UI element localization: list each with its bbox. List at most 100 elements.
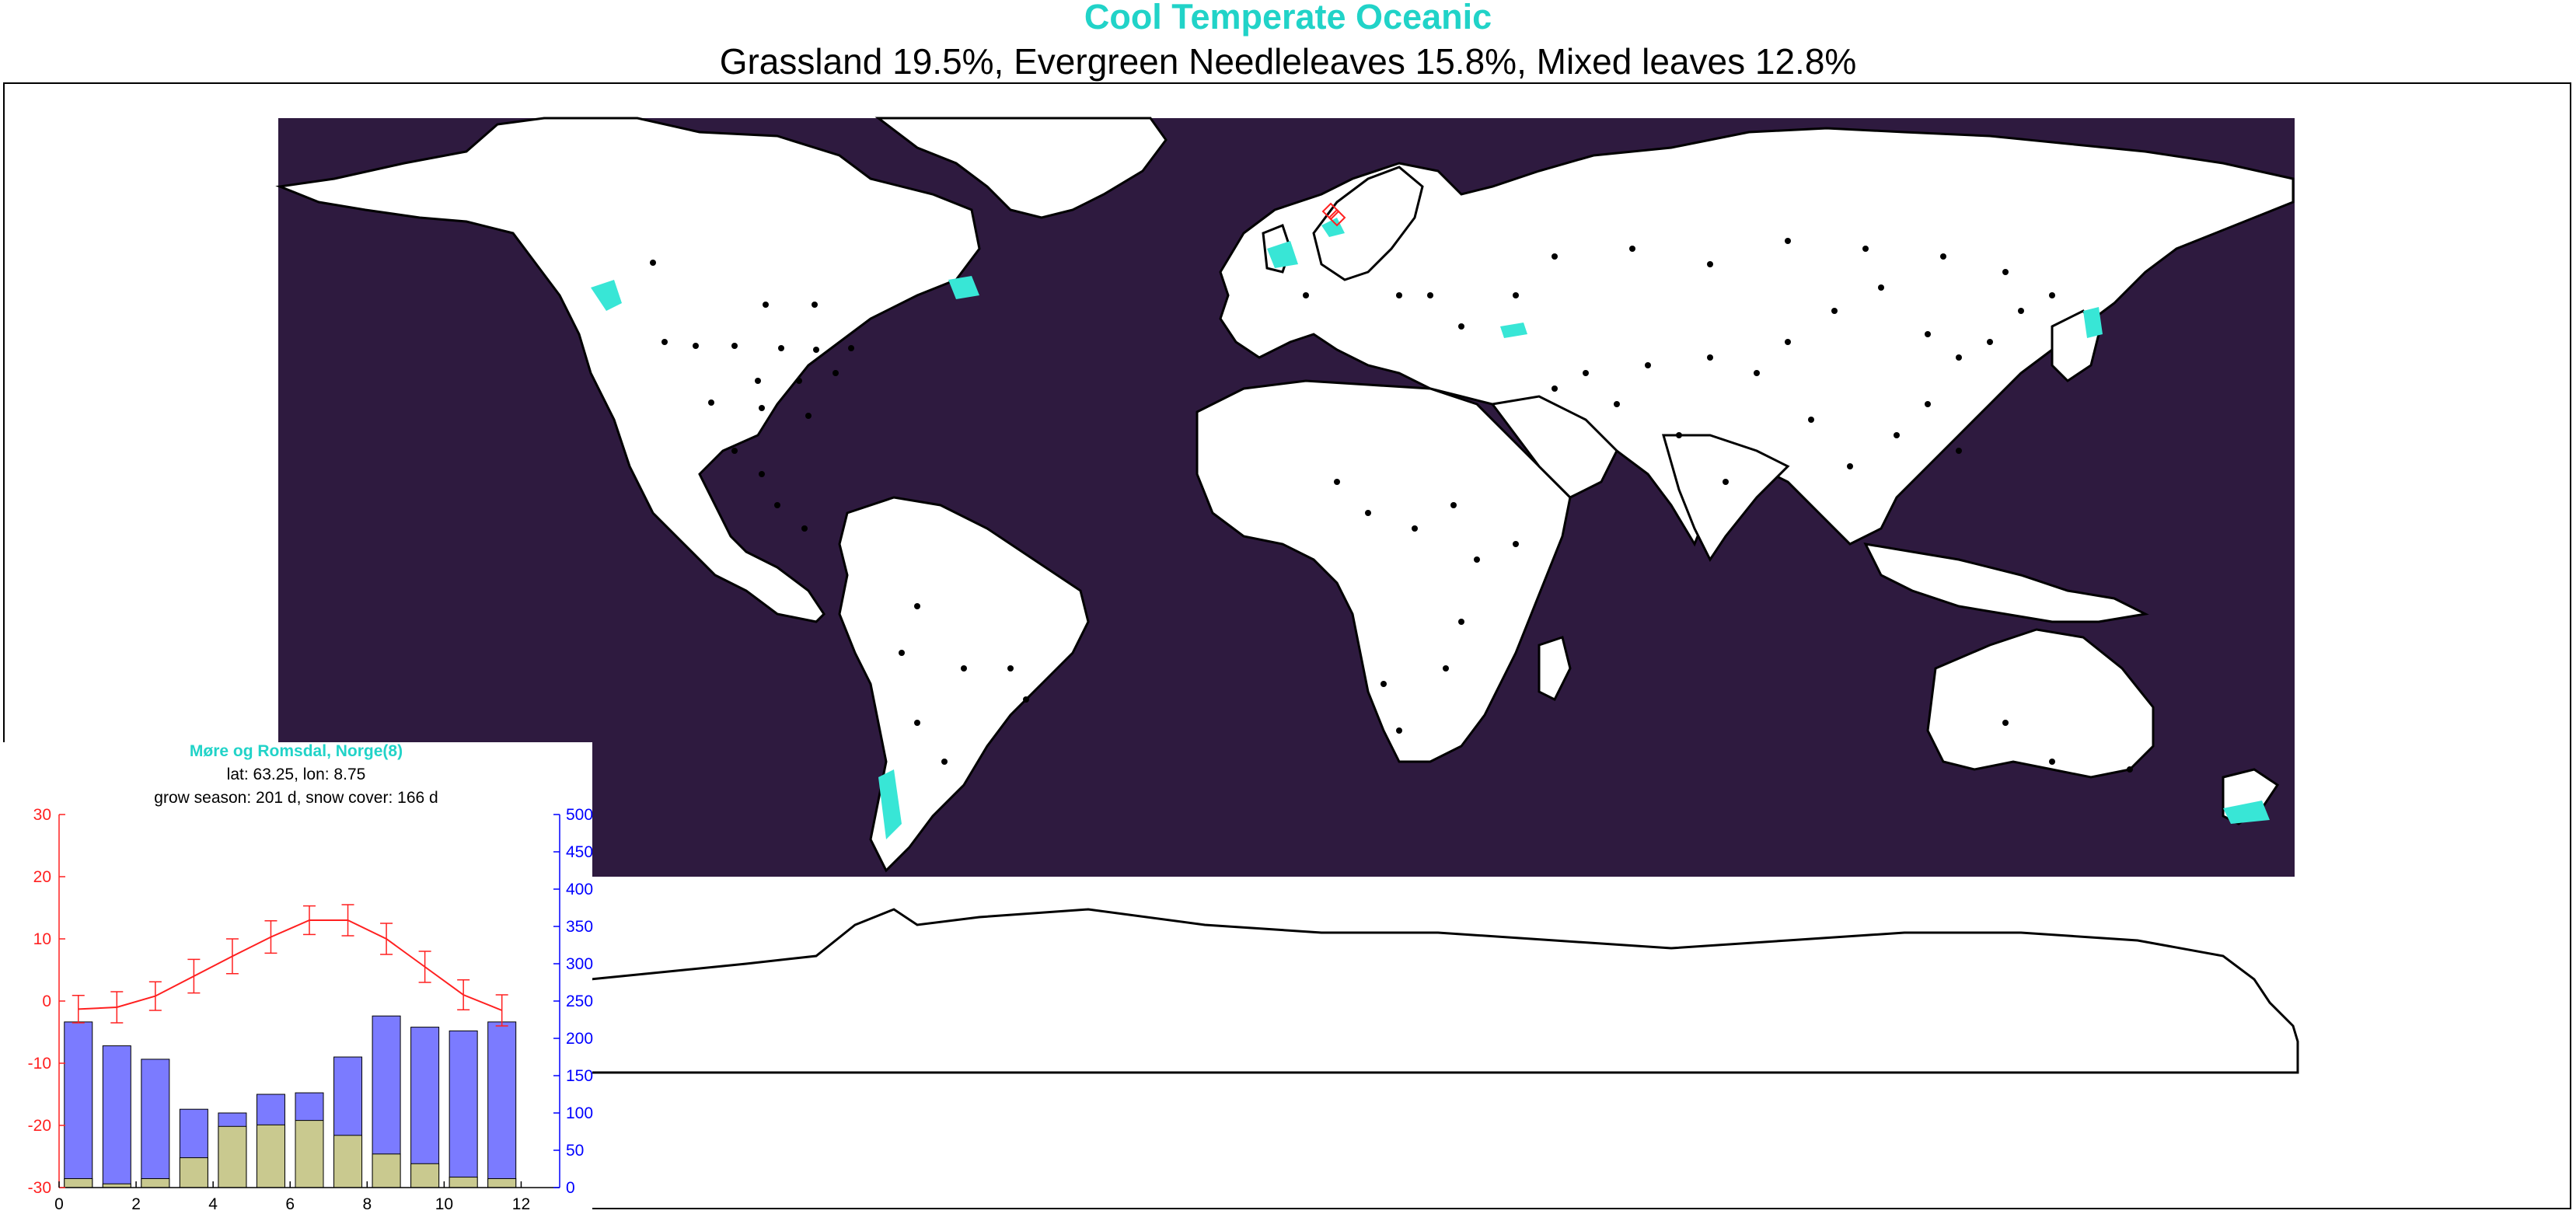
right-tick-label: 0 xyxy=(566,1179,575,1197)
station-dot xyxy=(832,370,839,376)
x-tick-label: 6 xyxy=(285,1195,295,1213)
station-dot xyxy=(848,345,854,351)
station-dot xyxy=(650,260,656,266)
snow-bar xyxy=(372,1153,401,1188)
station-dot xyxy=(1513,292,1519,298)
station-dot xyxy=(1583,370,1589,376)
north-america xyxy=(275,117,981,623)
x-tick-label: 2 xyxy=(131,1195,141,1213)
inset-season: grow season: 201 d, snow cover: 166 d xyxy=(154,789,438,807)
station-dot xyxy=(914,603,920,609)
station-dot xyxy=(1458,619,1464,625)
station-dot xyxy=(1707,354,1713,361)
station-dot xyxy=(961,665,967,672)
map-frame xyxy=(3,82,2571,1209)
station-dot xyxy=(796,378,802,384)
station-dot xyxy=(774,502,780,508)
station-dot xyxy=(759,471,765,477)
chart-title: Cool Temperate Oceanic xyxy=(1084,0,1492,37)
station-dot xyxy=(1831,308,1838,314)
station-dot xyxy=(2002,269,2009,275)
station-dot xyxy=(812,302,818,308)
southeast-asia-islands xyxy=(1863,542,2149,623)
left-tick-label: 20 xyxy=(33,868,51,886)
precipitation-bar xyxy=(141,1059,170,1188)
x-tick-label: 12 xyxy=(512,1195,530,1213)
left-tick-label: -10 xyxy=(28,1055,51,1073)
selected-site-marker xyxy=(1321,202,1346,227)
x-tick-label: 4 xyxy=(208,1195,218,1213)
station-dots xyxy=(650,238,2133,773)
right-tick-label: 500 xyxy=(566,806,593,824)
station-dot xyxy=(1645,362,1651,368)
right-tick-label: 150 xyxy=(566,1067,593,1085)
station-dot xyxy=(1023,696,1029,703)
station-dot xyxy=(1365,510,1371,516)
snow-bar xyxy=(256,1124,285,1188)
station-dot xyxy=(778,345,784,351)
station-dot xyxy=(941,759,948,765)
snow-bar xyxy=(449,1177,478,1188)
station-dot xyxy=(1007,665,1014,672)
scandinavia xyxy=(1312,166,1424,281)
station-dot xyxy=(805,413,812,419)
inset-location: lat: 63.25, lon: 8.75 xyxy=(226,766,366,783)
station-dot xyxy=(2049,292,2055,298)
precipitation-bar xyxy=(102,1045,131,1188)
left-tick-label: 10 xyxy=(33,930,51,948)
station-dot xyxy=(1396,292,1402,298)
india xyxy=(1662,434,1790,562)
left-tick-label: -30 xyxy=(28,1179,51,1197)
right-tick-label: 100 xyxy=(566,1104,593,1122)
precipitation-bar xyxy=(64,1021,93,1188)
station-dot xyxy=(899,650,905,656)
station-dot xyxy=(914,720,920,726)
africa xyxy=(1196,379,1572,763)
station-dot xyxy=(1412,525,1418,532)
station-dot xyxy=(1956,354,1962,361)
station-dot xyxy=(763,302,769,308)
station-dot xyxy=(1785,339,1791,345)
right-tick-label: 350 xyxy=(566,918,593,936)
station-dot xyxy=(1723,479,1729,485)
snow-bar xyxy=(333,1135,363,1188)
south-america xyxy=(838,496,1090,873)
station-dot xyxy=(1334,479,1340,485)
station-dot xyxy=(1707,261,1713,267)
temperature-line xyxy=(78,919,503,1011)
station-dot xyxy=(1925,331,1931,337)
station-dot xyxy=(661,339,668,345)
station-dot xyxy=(1956,448,1962,454)
greenland xyxy=(874,117,1168,219)
station-dot xyxy=(1380,681,1387,687)
inset-title: Møre og Romsdal, Norge(8) xyxy=(189,742,403,760)
highlighted-climate-regions xyxy=(591,218,2270,839)
right-tick-label: 200 xyxy=(566,1030,593,1048)
station-dot xyxy=(2127,766,2133,773)
snow-bar xyxy=(410,1163,440,1188)
snow-bar xyxy=(218,1125,247,1188)
snow-bar xyxy=(179,1157,208,1188)
left-tick-label: -20 xyxy=(28,1117,51,1135)
right-tick-label: 250 xyxy=(566,992,593,1010)
station-dot xyxy=(731,343,738,349)
snow-bar xyxy=(487,1177,517,1188)
station-dot xyxy=(1629,246,1635,252)
station-dot xyxy=(1925,401,1931,407)
station-dot xyxy=(1552,253,1558,260)
station-dot xyxy=(1878,284,1884,291)
station-dot xyxy=(1847,463,1853,469)
right-tick-label: 300 xyxy=(566,955,593,973)
station-dot xyxy=(1614,401,1620,407)
antarctica xyxy=(589,908,2299,1074)
station-dot xyxy=(1894,432,1900,438)
precipitation-bar xyxy=(487,1021,517,1188)
snow-bar xyxy=(64,1177,93,1188)
x-tick-label: 8 xyxy=(362,1195,372,1213)
station-dot xyxy=(1940,253,1946,260)
station-dot xyxy=(1862,246,1869,252)
station-dot xyxy=(2002,720,2009,726)
station-dot xyxy=(1513,541,1519,547)
